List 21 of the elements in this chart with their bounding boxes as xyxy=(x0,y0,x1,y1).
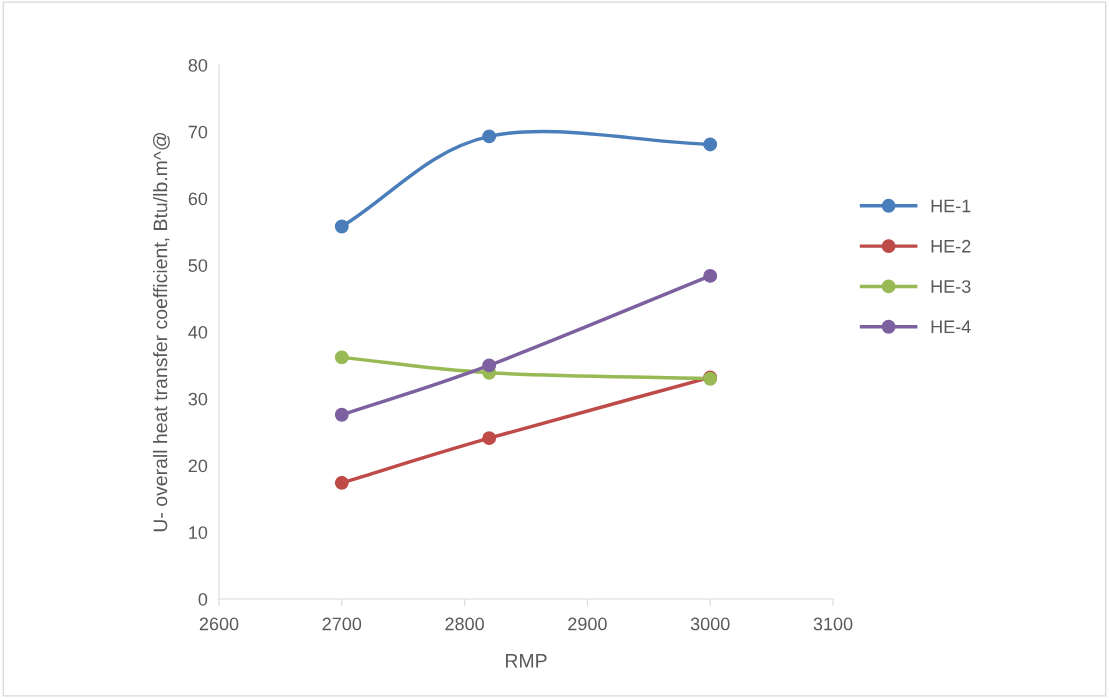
y-tick-label: 80 xyxy=(188,58,208,72)
legend-label: HE-1 xyxy=(931,199,971,213)
x-tick-label: 2800 xyxy=(445,617,484,631)
x-axis-title: RMP xyxy=(505,654,547,668)
y-tick-label: 30 xyxy=(188,392,208,406)
y-axis-title: U- overall heat transfer coefficient, Btu/lb.m^@ xyxy=(153,132,170,532)
x-tick-label: 2600 xyxy=(199,617,239,631)
y-tick-label: 40 xyxy=(188,325,208,339)
y-tick-label: 60 xyxy=(188,192,208,206)
x-tick-label: 2700 xyxy=(322,617,362,631)
y-tick-label: 10 xyxy=(189,526,208,539)
x-tick-label: 2900 xyxy=(568,617,607,631)
y-tick-label: 70 xyxy=(188,125,208,139)
legend-label: HE-3 xyxy=(931,280,971,293)
x-tick-label: 3100 xyxy=(813,617,853,631)
y-tick-label: 0 xyxy=(198,592,208,606)
y-tick-label: 50 xyxy=(188,259,208,272)
x-tick-label: 3000 xyxy=(690,617,730,631)
y-tick-label: 20 xyxy=(188,459,208,473)
legend-label: HE-4 xyxy=(931,320,971,334)
legend-label: HE-2 xyxy=(931,239,971,253)
